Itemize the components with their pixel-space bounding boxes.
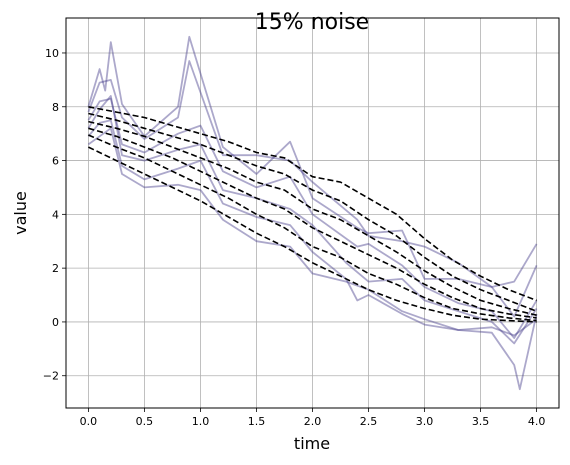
y-tick-label: 0: [52, 316, 59, 329]
y-tick-label: 8: [52, 101, 59, 114]
chart-title: 15% noise: [255, 10, 369, 35]
x-tick-label: 1.5: [248, 415, 266, 428]
x-tick-label: 3.5: [472, 415, 490, 428]
x-tick-label: 0.5: [136, 415, 154, 428]
x-tick-label: 3.0: [416, 415, 434, 428]
y-tick-label: 2: [52, 262, 59, 275]
y-tick-label: −2: [43, 370, 59, 383]
x-axis-label: time: [294, 434, 330, 453]
x-tick-label: 2.0: [304, 415, 322, 428]
y-tick-label: 6: [52, 155, 59, 168]
y-tick-label: 10: [45, 47, 59, 60]
y-axis-label: value: [11, 191, 30, 235]
x-tick-label: 1.0: [192, 415, 210, 428]
x-tick-label: 4.0: [528, 415, 546, 428]
x-tick-label: 0.0: [80, 415, 98, 428]
y-tick-label: 4: [52, 208, 59, 221]
x-tick-label: 2.5: [360, 415, 378, 428]
